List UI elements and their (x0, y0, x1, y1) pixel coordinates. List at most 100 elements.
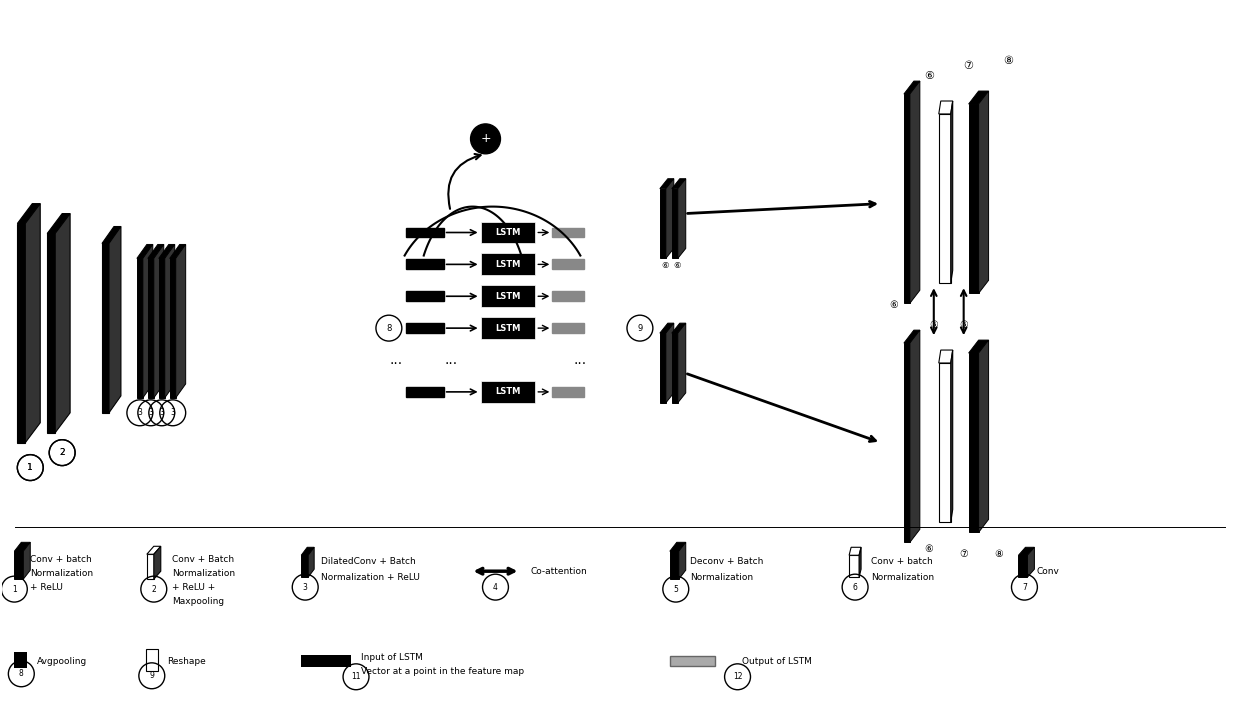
Polygon shape (301, 547, 314, 555)
Text: ...: ... (389, 353, 403, 367)
Text: 3: 3 (149, 408, 154, 417)
Bar (670, 656, 714, 666)
Polygon shape (47, 213, 71, 234)
Polygon shape (143, 244, 153, 398)
FancyBboxPatch shape (481, 254, 536, 275)
Bar (405, 323, 444, 333)
Text: + ReLU +: + ReLU + (171, 583, 215, 591)
Text: 3: 3 (170, 408, 175, 417)
Polygon shape (17, 223, 25, 442)
Text: Output of LSTM: Output of LSTM (742, 657, 811, 667)
Polygon shape (666, 323, 673, 403)
Polygon shape (660, 323, 673, 333)
Polygon shape (1018, 547, 1034, 555)
Polygon shape (968, 104, 978, 294)
Polygon shape (978, 91, 988, 294)
Text: Maxpooling: Maxpooling (171, 596, 224, 606)
Text: LSTM: LSTM (495, 324, 521, 333)
FancyBboxPatch shape (481, 286, 536, 307)
Polygon shape (939, 350, 952, 363)
Text: 6: 6 (853, 583, 858, 591)
Text: LSTM: LSTM (495, 228, 521, 237)
Text: Avgpooling: Avgpooling (37, 657, 88, 667)
Polygon shape (939, 101, 952, 114)
Polygon shape (109, 226, 122, 413)
Bar (15, 652, 27, 668)
Text: 4: 4 (494, 583, 498, 591)
Text: 1: 1 (12, 585, 16, 594)
Text: LSTM: LSTM (495, 388, 521, 396)
Polygon shape (849, 547, 861, 555)
Polygon shape (849, 555, 859, 577)
Polygon shape (904, 330, 920, 343)
Text: Normalization: Normalization (30, 569, 93, 578)
Bar (405, 387, 444, 397)
Polygon shape (1028, 547, 1034, 577)
Text: Vector at a point in the feature map: Vector at a point in the feature map (361, 667, 525, 676)
Polygon shape (148, 258, 154, 398)
Polygon shape (672, 323, 686, 333)
Text: 2: 2 (151, 585, 156, 594)
Text: 1: 1 (27, 463, 33, 472)
Polygon shape (939, 114, 951, 283)
FancyBboxPatch shape (481, 221, 536, 244)
Polygon shape (176, 244, 186, 398)
Text: Conv: Conv (1037, 567, 1059, 576)
Text: 12: 12 (733, 672, 743, 681)
Polygon shape (670, 551, 678, 579)
Polygon shape (15, 551, 24, 579)
Text: + ReLU: + ReLU (30, 583, 63, 591)
Polygon shape (666, 179, 673, 258)
Polygon shape (17, 204, 40, 223)
Polygon shape (968, 340, 988, 353)
Polygon shape (910, 330, 920, 542)
Polygon shape (15, 542, 30, 551)
Text: Normalization: Normalization (870, 573, 934, 582)
Polygon shape (660, 179, 673, 189)
Text: ⑥: ⑥ (924, 71, 934, 81)
Text: 8: 8 (386, 324, 392, 333)
Text: 8: 8 (19, 669, 24, 678)
Bar (552, 260, 584, 270)
Polygon shape (165, 244, 175, 398)
Polygon shape (939, 363, 951, 523)
Bar (552, 291, 584, 301)
Text: 3: 3 (138, 408, 143, 417)
Text: Conv + batch: Conv + batch (30, 555, 92, 564)
Circle shape (470, 124, 501, 154)
Text: ⑧: ⑧ (1003, 56, 1013, 66)
Text: Normalization + ReLU: Normalization + ReLU (321, 573, 420, 582)
Bar (301, 655, 351, 667)
Polygon shape (660, 333, 666, 403)
Polygon shape (148, 244, 164, 258)
Text: LSTM: LSTM (495, 260, 521, 269)
Text: +: + (480, 132, 491, 145)
Polygon shape (102, 244, 109, 413)
Text: ⑥: ⑥ (661, 261, 668, 270)
Polygon shape (136, 258, 143, 398)
Polygon shape (672, 179, 686, 189)
Polygon shape (55, 213, 71, 433)
Polygon shape (170, 258, 176, 398)
Text: Input of LSTM: Input of LSTM (361, 654, 423, 662)
Text: ⑤: ⑤ (960, 320, 968, 330)
FancyBboxPatch shape (481, 317, 536, 339)
FancyBboxPatch shape (481, 381, 536, 403)
Polygon shape (968, 91, 988, 104)
Polygon shape (678, 542, 686, 579)
Text: 7: 7 (1022, 583, 1027, 591)
Polygon shape (24, 542, 30, 579)
Text: ...: ... (574, 353, 587, 367)
Text: Co-attention: Co-attention (531, 567, 587, 576)
Polygon shape (25, 204, 40, 442)
Bar (405, 228, 444, 237)
Text: ⑦: ⑦ (960, 549, 968, 560)
Polygon shape (910, 81, 920, 303)
Text: 5: 5 (673, 585, 678, 594)
Polygon shape (154, 244, 164, 398)
Bar (405, 260, 444, 270)
FancyBboxPatch shape (146, 649, 157, 671)
Polygon shape (978, 340, 988, 532)
Text: Deconv + Batch: Deconv + Batch (689, 557, 763, 565)
Text: ...: ... (444, 353, 458, 367)
